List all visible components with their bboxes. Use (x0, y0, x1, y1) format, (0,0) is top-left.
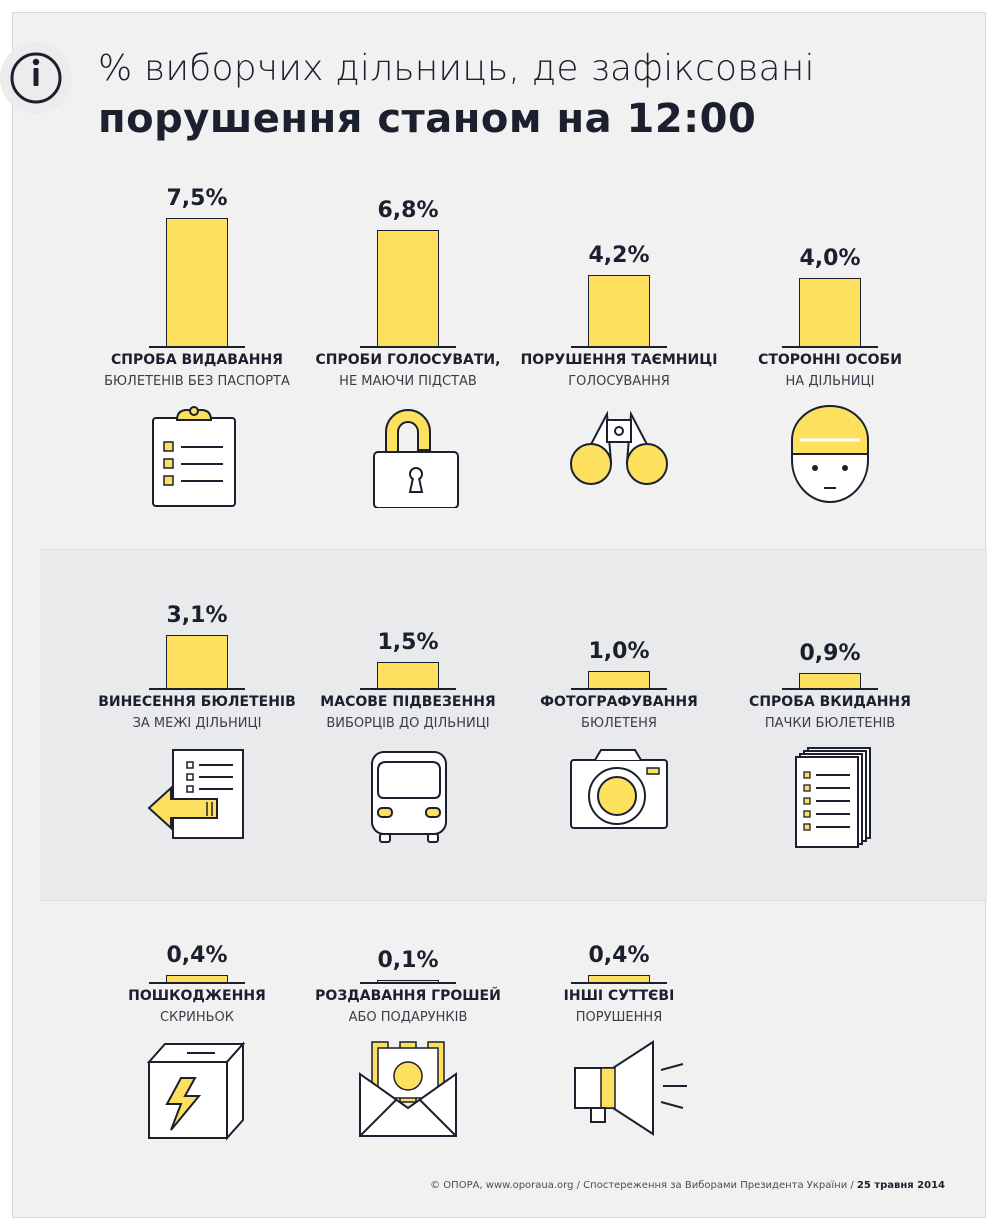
bar (166, 975, 228, 982)
bar-baseline (782, 688, 878, 690)
category-label: МАСОВЕ ПІДВЕЗЕННЯ (320, 694, 496, 710)
bar-baseline (571, 688, 667, 690)
category-sublabel: ПАЧКИ БЮЛЕТЕНІВ (764, 716, 896, 731)
category-label: ПОРУШЕННЯ ТАЄМНИЦІ (520, 352, 718, 368)
category-sublabel: БЮЛЕТЕНІВ БЕЗ ПАСПОРТА (104, 374, 290, 389)
bar-baseline (149, 688, 245, 690)
bar-value-label: 0,4% (588, 943, 650, 968)
bar (799, 673, 861, 688)
divider (40, 900, 987, 901)
bar-value-label: 3,1% (166, 603, 228, 628)
bar-baseline (360, 688, 456, 690)
bar-value-label: 6,8% (377, 198, 439, 223)
camera-icon (569, 744, 669, 854)
bar-value-label: 1,5% (377, 630, 439, 655)
category-sublabel: ЗА МЕЖІ ДІЛЬНИЦІ (132, 716, 262, 731)
bar-value-label: 0,4% (166, 943, 228, 968)
bar-value-label: 4,0% (799, 246, 861, 271)
bar-value-label: 7,5% (166, 186, 228, 211)
bar-value-label: 0,9% (799, 641, 861, 666)
category-label: ВИНЕСЕННЯ БЮЛЕТЕНІВ (98, 694, 296, 710)
bar (377, 980, 439, 982)
clipboard-icon (147, 402, 247, 512)
bar (166, 635, 228, 688)
bar (588, 671, 650, 688)
bar-value-label: 1,0% (588, 639, 650, 664)
title-line-1: % виборчих дільниць, де зафіксовані (98, 48, 815, 89)
title-line-2: порушення станом на 12:00 (98, 96, 757, 142)
category-sublabel: НЕ МАЮЧИ ПІДСТАВ (339, 374, 477, 389)
category-label: СПРОБА ВИДАВАННЯ (111, 352, 283, 368)
bar-baseline (149, 346, 245, 348)
bar (588, 275, 650, 346)
megaphone-icon (569, 1038, 687, 1148)
bar-baseline (149, 982, 245, 984)
category-sublabel: НА ДІЛЬНИЦІ (785, 374, 875, 389)
document-arrow-icon (147, 744, 247, 854)
category-label: ПОШКОДЖЕННЯ (128, 988, 266, 1004)
bar-baseline (360, 346, 456, 348)
category-sublabel: АБО ПОДАРУНКІВ (348, 1010, 468, 1025)
category-sublabel: ПОРУШЕННЯ (575, 1010, 663, 1025)
category-label: ФОТОГРАФУВАННЯ (540, 694, 698, 710)
category-sublabel: БЮЛЕТЕНЯ (581, 716, 657, 731)
bar-baseline (782, 346, 878, 348)
footer-credit: © ОПОРА, www.oporaua.org / Спостереження… (430, 1180, 945, 1191)
bar (588, 975, 650, 982)
bar (377, 230, 439, 346)
category-sublabel: СКРИНЬОК (159, 1010, 235, 1025)
category-label: РОЗДАВАННЯ ГРОШЕЙ (315, 988, 501, 1004)
bar (166, 218, 228, 346)
paper-stack-icon (780, 744, 880, 854)
category-sublabel: ГОЛОСУВАННЯ (568, 374, 670, 389)
person-hat-icon (780, 402, 880, 512)
category-sublabel: ВИБОРЦІВ ДО ДІЛЬНИЦІ (326, 716, 490, 731)
bar-baseline (571, 346, 667, 348)
money-envelope-icon (358, 1038, 458, 1148)
opora-logo (0, 42, 72, 114)
bar-value-label: 4,2% (588, 243, 650, 268)
category-label: СПРОБА ВКИДАННЯ (749, 694, 911, 710)
broken-box-icon (146, 1038, 247, 1148)
category-label: СПРОБИ ГОЛОСУВАТИ, (315, 352, 501, 368)
bus-icon (358, 744, 458, 854)
bar (377, 662, 439, 688)
padlock-icon (358, 402, 459, 512)
category-label: ІНШІ СУТТЄВІ (563, 988, 675, 1004)
bar-baseline (360, 982, 456, 984)
bar-value-label: 0,1% (377, 948, 439, 973)
bar-baseline (571, 982, 667, 984)
bar (799, 278, 861, 346)
binoculars-icon (569, 402, 669, 512)
divider (40, 549, 987, 550)
category-label: СТОРОННІ ОСОБИ (758, 352, 902, 368)
footer-text: © ОПОРА, www.oporaua.org / Спостереження… (430, 1180, 857, 1191)
footer-date: 25 травня 2014 (856, 1180, 945, 1191)
